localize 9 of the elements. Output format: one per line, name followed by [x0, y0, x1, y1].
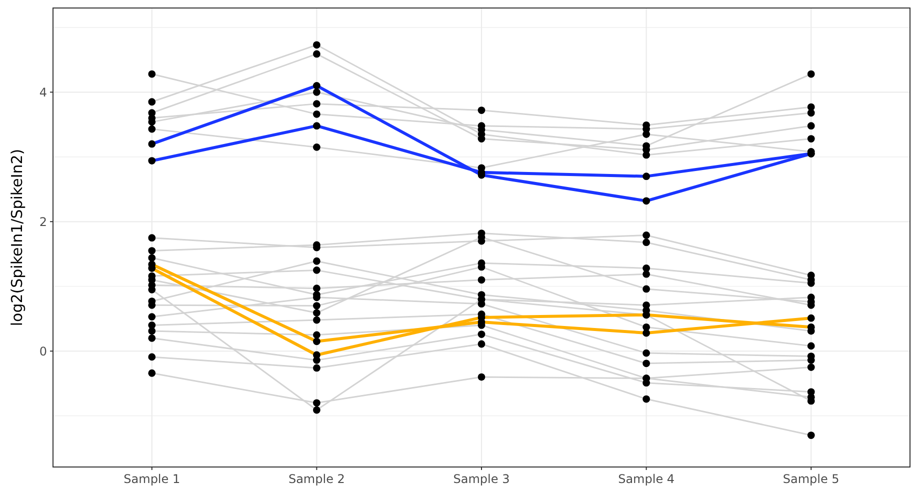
x-tick-label: Sample 5: [782, 472, 840, 486]
y-axis-title: log2(SpikeIn1/SpikeIn2): [8, 148, 26, 326]
x-tick-label: Sample 3: [453, 472, 510, 486]
y-tick-label: 4: [39, 85, 47, 100]
y-tick-label: 0: [39, 344, 47, 358]
y-tick-label: 2: [39, 214, 47, 229]
x-tick-label: Sample 4: [618, 472, 675, 486]
x-tick-label: Sample 2: [288, 472, 345, 486]
x-tick-label: Sample 1: [124, 472, 180, 486]
